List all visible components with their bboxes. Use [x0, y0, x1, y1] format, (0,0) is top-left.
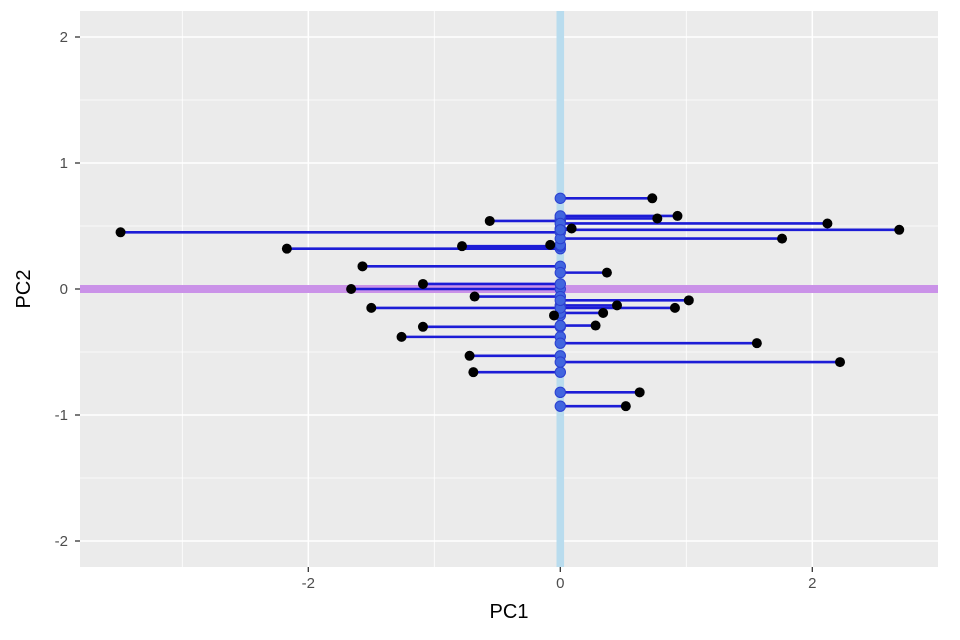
- data-point: [566, 223, 577, 234]
- data-point: [652, 213, 663, 224]
- x-tick-label: 0: [556, 575, 564, 592]
- data-point: [417, 278, 428, 289]
- y-tick-label: -1: [55, 407, 68, 424]
- data-point: [396, 331, 407, 342]
- data-point: [357, 261, 368, 272]
- data-point: [598, 307, 609, 318]
- projection-point: [554, 400, 566, 412]
- y-axis-title: PC2: [13, 270, 35, 309]
- projection-point: [554, 337, 566, 349]
- data-point: [281, 243, 292, 254]
- data-point: [620, 401, 631, 412]
- data-point: [549, 310, 559, 321]
- data-point: [612, 300, 622, 311]
- data-point: [822, 218, 833, 229]
- projection-point: [554, 319, 566, 332]
- y-tick-label: 2: [60, 29, 68, 46]
- x-axis-title: PC1: [490, 601, 529, 623]
- projection-point: [554, 224, 566, 236]
- projection-point: [554, 294, 566, 307]
- data-point: [468, 367, 479, 378]
- data-point: [417, 321, 428, 332]
- projection-point: [554, 366, 566, 378]
- data-point: [115, 227, 126, 238]
- y-tick-label: 1: [60, 155, 68, 172]
- data-point: [484, 215, 495, 226]
- x-tick-label: 2: [808, 575, 816, 592]
- data-point: [469, 291, 480, 302]
- data-point: [683, 295, 694, 306]
- y-tick-label: -2: [55, 533, 68, 550]
- projection-point: [554, 386, 566, 399]
- plot-panel: [80, 11, 938, 567]
- data-point: [590, 320, 601, 331]
- data-point: [464, 350, 475, 361]
- data-point: [457, 241, 468, 252]
- axis-layer: -2 0 2 2 1 0 -1 -2: [55, 29, 817, 592]
- data-point: [669, 302, 680, 313]
- projection-point: [554, 192, 566, 204]
- data-point: [601, 267, 612, 278]
- data-point: [545, 239, 556, 250]
- data-point: [647, 193, 658, 204]
- data-point: [346, 284, 357, 294]
- data-point: [672, 210, 683, 221]
- projection-point: [554, 278, 566, 290]
- data-point: [634, 387, 645, 398]
- projection-point: [554, 266, 566, 279]
- data-point: [894, 224, 905, 235]
- y-tick-label: 0: [60, 281, 68, 298]
- projection-point: [554, 356, 566, 368]
- data-point: [777, 233, 788, 244]
- data-point: [751, 338, 762, 349]
- x-tick-label: -2: [302, 575, 315, 592]
- data-point: [835, 357, 846, 368]
- data-point: [366, 302, 377, 313]
